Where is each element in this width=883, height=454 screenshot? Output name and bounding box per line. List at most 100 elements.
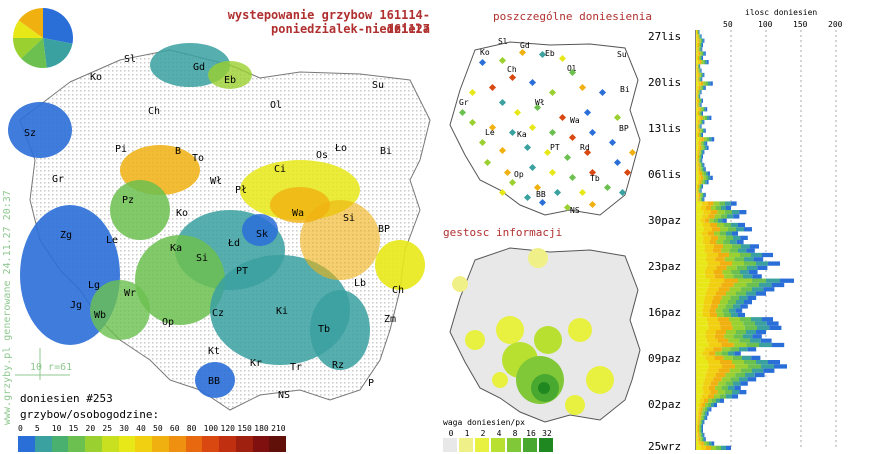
histogram-bar — [744, 257, 754, 262]
histogram-bar — [700, 34, 701, 39]
city-label: Gd — [193, 62, 206, 73]
legend-swatch — [118, 436, 136, 452]
histogram-bar — [696, 385, 703, 390]
points-map-label: Ko — [480, 48, 490, 57]
histogram-bar — [703, 390, 711, 395]
report-point — [468, 118, 477, 127]
points-map-label: PT — [550, 143, 560, 152]
histogram-bar — [705, 244, 714, 249]
histogram-tick-label: 200 — [828, 20, 843, 29]
histogram-bar — [703, 411, 705, 416]
histogram-bar — [702, 184, 703, 189]
pie-slice — [18, 8, 43, 38]
histogram-bar — [713, 295, 722, 300]
histogram-bar — [707, 115, 710, 120]
histogram-bar — [724, 222, 731, 228]
histogram-bar — [702, 171, 704, 176]
histogram-bar — [699, 94, 700, 99]
report-point — [583, 108, 592, 117]
histogram-bar — [699, 47, 701, 52]
histogram-bar — [759, 342, 772, 348]
histogram-bar — [700, 175, 704, 180]
pie-slice — [43, 8, 73, 44]
legend-swatch — [51, 436, 69, 452]
histogram-bar — [726, 394, 732, 399]
histogram-bar — [720, 394, 726, 399]
histogram-bar — [696, 158, 698, 163]
histogram-bar — [700, 107, 703, 112]
histogram-bar — [720, 261, 732, 266]
histogram-bar — [744, 360, 756, 365]
histogram-bar — [732, 210, 740, 215]
histogram-bar — [699, 411, 702, 416]
histogram-bar — [722, 308, 729, 313]
city-label: Sz — [24, 128, 37, 139]
histogram-bar — [715, 372, 726, 378]
histogram-bar — [698, 175, 701, 180]
histogram-bar — [696, 420, 698, 425]
histogram-bar — [699, 428, 700, 433]
histogram-bar — [696, 227, 704, 232]
report-point — [523, 143, 532, 152]
histogram-bar — [701, 184, 702, 189]
histogram-bar — [733, 342, 747, 348]
histogram-bar — [730, 295, 739, 300]
histogram-bar — [697, 60, 700, 65]
histogram-bar — [740, 381, 748, 386]
points-map-label: Sl — [498, 37, 508, 46]
histogram-bar — [736, 291, 746, 296]
histogram-bar — [724, 274, 734, 279]
legend-value: 30 — [119, 424, 129, 433]
report-point — [613, 158, 622, 167]
histogram-bar — [700, 424, 701, 429]
legend-values: 0 5 10 15 20 25 30 40 50 60 80 100 120 150 180 210 — [18, 424, 288, 434]
histogram-bar — [729, 368, 741, 373]
reports-count: doniesien #253 — [20, 392, 113, 405]
histogram-bar — [705, 415, 708, 420]
histogram-bar — [704, 270, 714, 275]
histogram-bar — [699, 30, 700, 35]
histogram-bar — [696, 154, 697, 159]
histogram-bar — [704, 51, 706, 56]
histogram-bar — [703, 210, 711, 215]
report-point — [498, 56, 507, 65]
histogram-bar — [723, 355, 733, 360]
histogram-bar — [698, 55, 699, 60]
city-label: Ol — [270, 100, 283, 111]
histogram-bar — [713, 347, 722, 352]
histogram-bar — [766, 321, 779, 326]
histogram-bar — [732, 390, 740, 395]
histogram-bar — [718, 287, 730, 292]
points-map-label: Ol — [567, 64, 577, 73]
city-label: Lg — [88, 280, 101, 291]
histogram-bar — [719, 201, 725, 206]
histogram-bar — [697, 120, 699, 125]
histogram-bar — [703, 235, 711, 240]
histogram-bar — [696, 372, 706, 378]
histogram-bar — [698, 81, 701, 86]
histogram-bar — [703, 222, 710, 228]
legend-value: 210 — [271, 424, 286, 433]
histogram-bar — [696, 188, 697, 193]
histogram-bar — [699, 154, 700, 159]
histogram-bar — [707, 407, 710, 412]
histogram-bar — [700, 115, 703, 120]
histogram-bar — [719, 321, 732, 326]
histogram-bar — [708, 81, 711, 86]
city-label: Kr — [250, 358, 263, 369]
histogram-bar — [696, 102, 697, 108]
histogram-bar — [700, 141, 703, 146]
histogram-date-label: 20lis — [648, 76, 681, 89]
histogram-bar — [714, 394, 720, 399]
histogram-bar — [740, 270, 749, 275]
histogram-bar — [696, 360, 708, 365]
species-pie-chart — [13, 8, 73, 69]
histogram-bar — [696, 334, 706, 339]
points-map-label: Rd — [580, 143, 590, 152]
histogram-bar — [709, 364, 722, 369]
histogram-bar — [702, 162, 704, 168]
histogram-bar — [700, 192, 702, 198]
report-point — [458, 108, 467, 117]
legend-swatch — [252, 436, 270, 452]
histogram-bar — [705, 411, 707, 416]
